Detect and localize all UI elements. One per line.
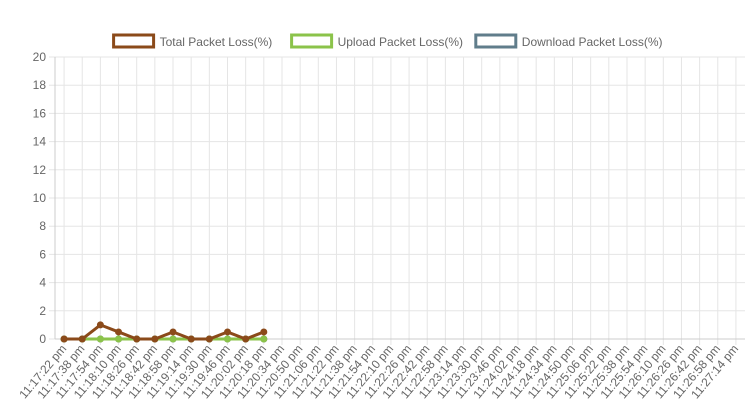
data-point: [169, 335, 177, 343]
legend-swatch: [112, 33, 156, 49]
data-point: [115, 335, 123, 343]
data-point: [78, 335, 86, 343]
y-tick-label: 16: [33, 106, 47, 120]
y-tick-label: 8: [39, 219, 46, 233]
y-tick-label: 0: [39, 332, 46, 346]
legend-label: Upload Packet Loss(%): [338, 35, 463, 49]
data-point: [224, 335, 231, 343]
data-point: [151, 335, 159, 343]
legend-swatch: [290, 33, 334, 49]
data-point: [96, 335, 104, 343]
y-tick-label: 2: [39, 304, 46, 318]
y-tick-label: 10: [33, 191, 47, 205]
data-point: [260, 335, 268, 343]
y-tick-label: 6: [39, 247, 46, 261]
data-point: [205, 335, 213, 343]
data-point: [115, 328, 123, 336]
data-point: [169, 328, 177, 336]
data-point: [96, 321, 104, 329]
data-point: [187, 335, 195, 343]
y-tick-label: 12: [33, 163, 47, 177]
y-tick-label: 20: [33, 50, 47, 64]
data-point: [60, 335, 68, 343]
data-point: [224, 328, 231, 336]
y-tick-label: 4: [39, 276, 46, 290]
legend-label: Download Packet Loss(%): [522, 35, 663, 49]
y-tick-label: 18: [33, 78, 47, 92]
data-point: [260, 328, 268, 336]
data-point: [133, 335, 141, 343]
series-line: [64, 323, 265, 341]
data-point: [242, 335, 250, 343]
legend-swatch: [474, 33, 518, 49]
y-tick-label: 14: [33, 135, 47, 149]
legend-label: Total Packet Loss(%): [160, 35, 273, 49]
